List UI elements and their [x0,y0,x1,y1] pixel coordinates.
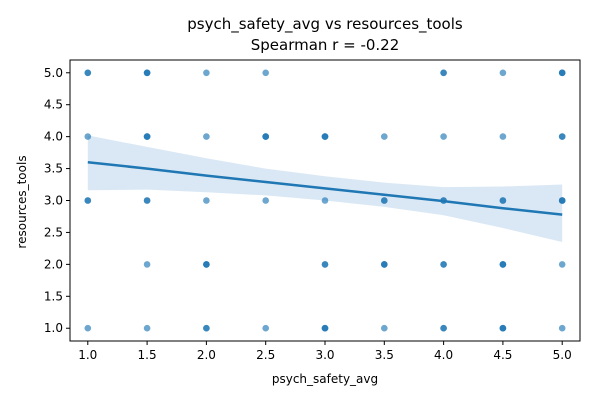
scatter-point [440,133,447,140]
y-tick-label: 3.0 [44,194,63,208]
scatter-point [558,324,566,332]
scatter-point [499,324,507,332]
scatter-point [203,69,210,77]
chart-title: psych_safety_avg vs resources_tools [187,15,463,34]
y-tick-label: 3.5 [44,162,63,176]
scatter-point [321,324,329,332]
scatter-point [321,261,329,268]
scatter-point [381,261,388,268]
scatter-point [143,69,151,77]
scatter-point [84,133,92,140]
y-tick-label: 4.0 [44,130,63,144]
scatter-point [84,69,92,77]
scatter-point [321,197,329,204]
scatter-point [203,133,210,140]
y-tick-label: 1.5 [44,289,63,303]
y-tick-label: 1.0 [44,321,63,335]
scatter-point [499,69,507,77]
regression-line [87,160,563,216]
scatter-point [262,324,270,332]
scatter-point [381,197,388,204]
y-tick-label: 2.5 [44,225,63,239]
scatter-point [558,69,566,77]
scatter-point [499,261,507,268]
x-tick-label: 3.5 [375,348,394,362]
scatter-point [440,69,447,77]
y-tick-label: 2.0 [44,257,63,271]
scatter-point [203,197,210,204]
scatter-point [143,133,151,140]
x-tick-label: 4.5 [493,348,512,362]
plot-area [69,59,581,342]
scatter-point [262,197,270,204]
scatter-point [262,133,270,140]
scatter-point [440,324,447,332]
x-tick-label: 3.0 [315,348,334,362]
y-axis-ticks: 1.0 1.5 2.0 2.5 3.0 3.5 4.0 4.5 5.0 [44,66,70,335]
scatter-points [84,69,566,332]
chart-subtitle: Spearman r = -0.22 [251,36,400,54]
scatter-point [143,324,151,332]
scatter-point [143,197,151,204]
scatter-point [262,69,270,77]
scatter-point [558,261,566,268]
x-axis-label: psych_safety_avg [272,372,378,386]
scatter-point [84,197,92,204]
scatter-point [203,324,210,332]
scatter-point [203,261,210,268]
y-axis-label: resources_tools [15,155,29,248]
scatter-point [321,133,329,140]
x-tick-label: 1.0 [78,348,97,362]
scatter-point [84,324,92,332]
y-tick-label: 5.0 [44,66,63,80]
scatter-point [499,197,507,204]
x-tick-label: 1.5 [138,348,157,362]
x-tick-label: 2.0 [197,348,216,362]
scatter-point [143,261,151,268]
x-tick-label: 2.5 [256,348,275,362]
scatter-point [558,133,566,140]
scatter-point [499,133,507,140]
y-tick-label: 4.5 [44,98,63,112]
scatter-point [558,197,566,204]
scatter-point [440,261,447,268]
scatter-point [381,324,388,332]
scatter-point [381,133,388,140]
x-tick-label: 4.0 [434,348,453,362]
x-tick-label: 5.0 [553,348,572,362]
x-axis-ticks: 1.0 1.5 2.0 2.5 3.0 3.5 4.0 4.5 5.0 [78,341,572,362]
